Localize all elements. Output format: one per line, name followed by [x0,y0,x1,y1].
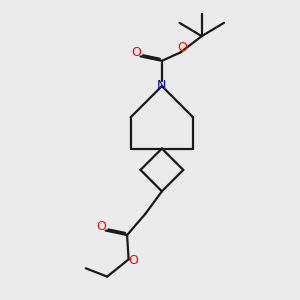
Text: N: N [157,79,167,92]
Text: O: O [177,41,187,54]
Text: O: O [129,254,139,267]
Text: O: O [131,46,141,59]
Text: O: O [96,220,106,233]
